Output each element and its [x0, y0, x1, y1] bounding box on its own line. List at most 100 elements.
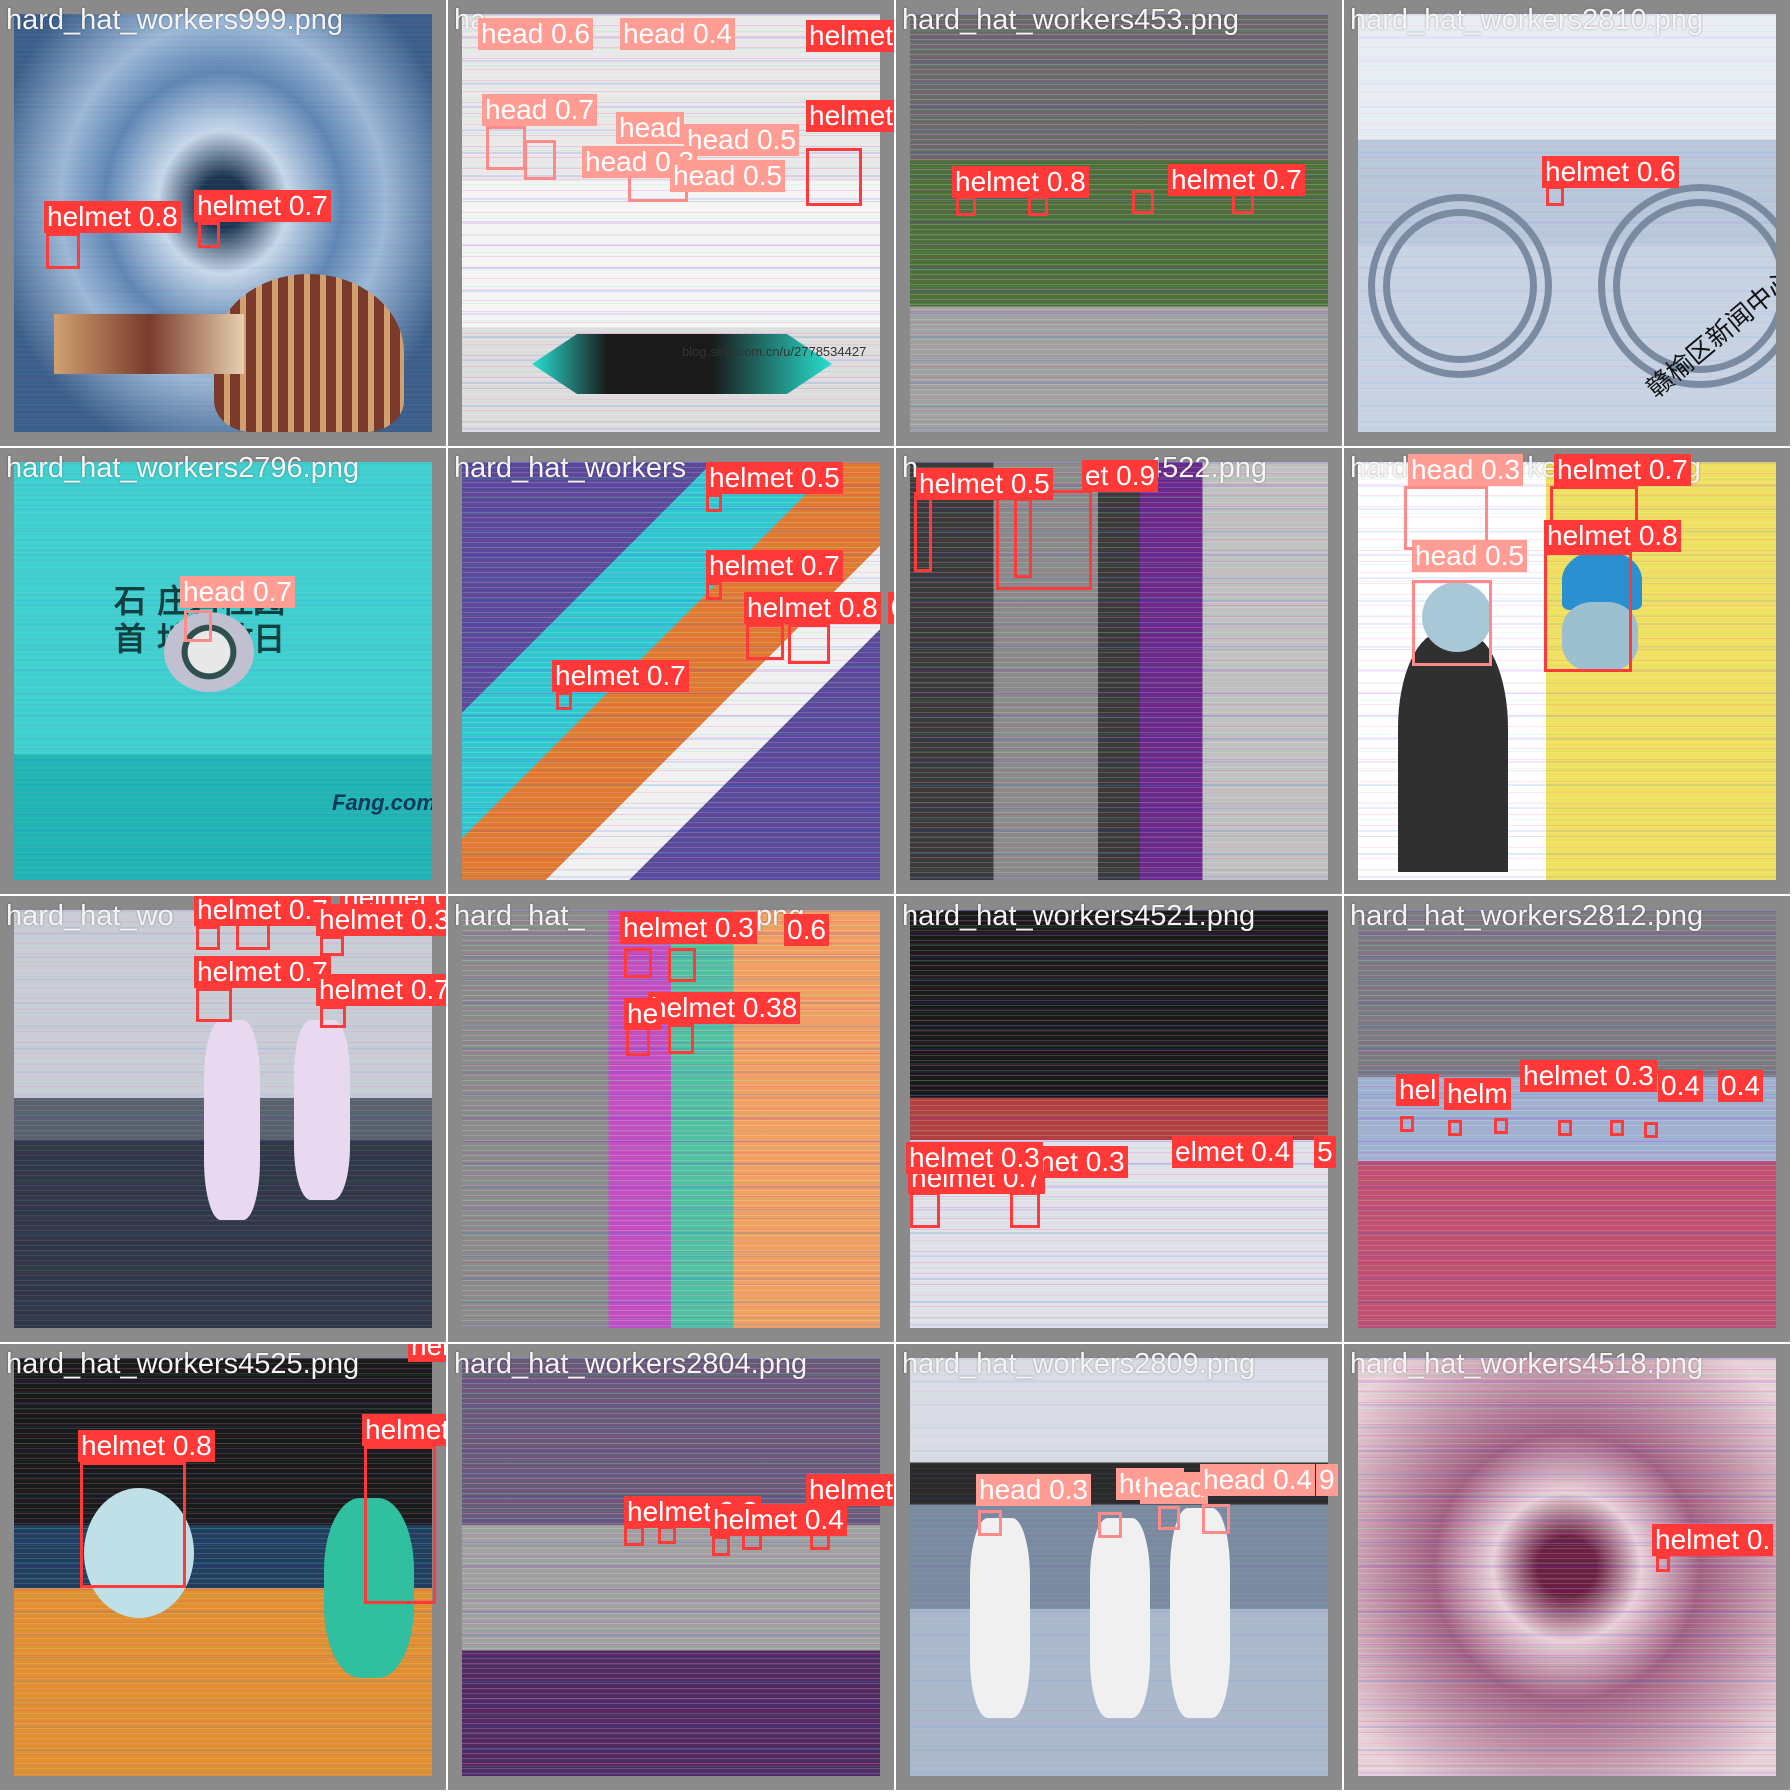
detection-label: head 0.6 — [478, 18, 593, 50]
tile-9[interactable]: hard_hat_wo helmet 0.7 helmet 0.3 helmet… — [0, 896, 446, 1342]
helmet-box — [1544, 552, 1632, 672]
detection-label: head 0.3 — [1408, 454, 1523, 486]
head-box — [524, 140, 556, 180]
tile-image — [910, 1358, 1328, 1776]
detection-label: helmet 0.8 — [44, 201, 181, 233]
detection-label: 9 — [1316, 1464, 1338, 1496]
tile-12[interactable]: hard_hat_workers2812.png hel helm helmet… — [1344, 896, 1790, 1342]
helmet-box — [1028, 196, 1048, 216]
helmet-box — [914, 492, 932, 572]
helmet-box — [956, 196, 976, 216]
helmet-box — [1448, 1120, 1462, 1136]
helmet-box — [706, 582, 722, 600]
detection-label: helmet 0.7 — [806, 20, 894, 52]
filename: hard_hat_ — [454, 900, 585, 932]
detection-label: helmet 0.7 — [552, 660, 689, 692]
head-box — [486, 126, 526, 170]
detection-label: helmet 0. — [1652, 1524, 1774, 1556]
detection-label: 0.4 — [1658, 1070, 1703, 1102]
tile-image: 石 庄碧桂园首 地开放日 Fang.com — [14, 462, 432, 880]
detection-label: hel — [1396, 1074, 1440, 1106]
tile-1[interactable]: hard_hat_workers999.png helmet 0.8 helme… — [0, 0, 446, 446]
tile-5[interactable]: 石 庄碧桂园首 地开放日 Fang.com hard_hat_workers27… — [0, 448, 446, 894]
head-box — [1202, 1504, 1230, 1534]
tile-image: 赣榆区新闻中心 — [1358, 14, 1776, 432]
helmet-box — [196, 988, 232, 1022]
head-box — [184, 610, 212, 642]
helmet-box — [624, 1526, 644, 1546]
tile-2[interactable]: blog.sina.com.cn/u/2778534427 ha head 0.… — [448, 0, 894, 446]
tile-3[interactable]: hard_hat_workers453.png helmet 0.8 helme… — [896, 0, 1342, 446]
detection-label: net 0.3 — [1036, 1146, 1128, 1178]
watermark: blog.sina.com.cn/u/2778534427 — [682, 344, 867, 359]
helmet-box — [1558, 1120, 1572, 1136]
detection-label: helmet 0.3 — [620, 912, 757, 944]
detection-label: helmet 0.6 — [1542, 156, 1679, 188]
tile-6[interactable]: hard_hat_workers helmet 0.5 helmet 0.7 h… — [448, 448, 894, 894]
detection-label: helmet 0.8 — [1544, 520, 1681, 552]
head-box — [978, 1510, 1002, 1536]
tile-image — [1358, 1358, 1776, 1776]
detection-label: helmet 0.7 — [194, 896, 331, 926]
detection-label: helmet 0.8 — [806, 1474, 894, 1506]
helmet-box — [806, 148, 862, 206]
detection-label: helmet 0.3 — [408, 1344, 446, 1362]
filename: hard_hat_workers4518.png — [1350, 1348, 1704, 1380]
head-box — [1098, 1512, 1122, 1538]
filename: hard_hat_workers2804.png — [454, 1348, 808, 1380]
head-box — [1412, 580, 1492, 666]
filename: hard_hat_wo — [6, 900, 174, 932]
helmet-box — [1656, 1556, 1670, 1572]
detection-label: helmet 0.3 — [906, 1142, 1043, 1174]
detection-label: 0.4 — [1718, 1070, 1763, 1102]
helmet-box — [198, 222, 220, 248]
detection-label: helmet 0.3 — [316, 904, 446, 936]
detection-label: head 0.4 — [1200, 1464, 1315, 1496]
helmet-box — [1010, 1192, 1040, 1228]
tile-4[interactable]: 赣榆区新闻中心 hard_hat_workers2810.png helmet … — [1344, 0, 1790, 446]
tile-16[interactable]: hard_hat_workers4518.png helmet 0. — [1344, 1344, 1790, 1790]
detection-label: elmet 0.4 — [1172, 1136, 1294, 1168]
helmet-box — [1546, 186, 1564, 206]
detection-label: 0.8 — [888, 592, 894, 624]
detection-label: helmet 0.7 — [194, 956, 331, 988]
tile-image — [14, 14, 432, 432]
detection-label: helmet 0.7 — [362, 1414, 446, 1446]
filename: hard_hat_workers453.png — [902, 4, 1239, 36]
helmet-box — [626, 1026, 650, 1056]
detection-label: helmet 0.8 — [952, 166, 1089, 198]
helmet-box — [1132, 190, 1154, 214]
head-box — [1158, 1506, 1180, 1530]
helmet-box — [46, 233, 80, 269]
detection-label: helmet 0.5 — [916, 468, 1053, 500]
tile-image — [462, 1358, 880, 1776]
helmet-box — [788, 624, 830, 664]
detection-label: helmet 0.38 — [648, 992, 801, 1024]
helmet-box — [196, 926, 220, 950]
helmet-box — [706, 494, 722, 512]
helmet-box — [624, 948, 652, 978]
helmet-box — [80, 1462, 186, 1588]
tile-8[interactable]: hard_hat_workers2811.png head 0.3 helmet… — [1344, 448, 1790, 894]
tile-7[interactable]: h 4522.png helmet 0.5 et 0.9 — [896, 448, 1342, 894]
detection-label: et 0.9 — [1082, 460, 1159, 492]
tile-image — [910, 462, 1328, 880]
tile-13[interactable]: hard_hat_workers4525.png helmet 0.3 helm… — [0, 1344, 446, 1790]
helmet-box — [1400, 1116, 1414, 1132]
tile-10[interactable]: hard_hat_ .png helmet 0.3 0.6 helmet 0.3… — [448, 896, 894, 1342]
detection-label: helmet 0.7 — [316, 974, 446, 1006]
tile-14[interactable]: hard_hat_workers2804.png helmet 0.3 helm… — [448, 1344, 894, 1790]
detection-label: head — [616, 112, 685, 144]
detection-label: helmet 0.5 — [706, 462, 843, 494]
detection-label: 5 — [1314, 1136, 1336, 1168]
detection-label: head 0.7 — [482, 94, 597, 126]
helmet-box — [712, 1536, 730, 1556]
tile-11[interactable]: hard_hat_workers4521.png helmet 0.7 net … — [896, 896, 1342, 1342]
helmet-box — [320, 936, 344, 956]
filename: hard_hat_workers — [454, 452, 687, 484]
tile-15[interactable]: hard_hat_workers2809.png head 0.3 head h… — [896, 1344, 1342, 1790]
detection-label: head 0.5 — [1412, 540, 1527, 572]
detection-label: helmet 0.7 — [194, 190, 331, 222]
tile-image — [1358, 910, 1776, 1328]
helmet-box — [1644, 1122, 1658, 1138]
